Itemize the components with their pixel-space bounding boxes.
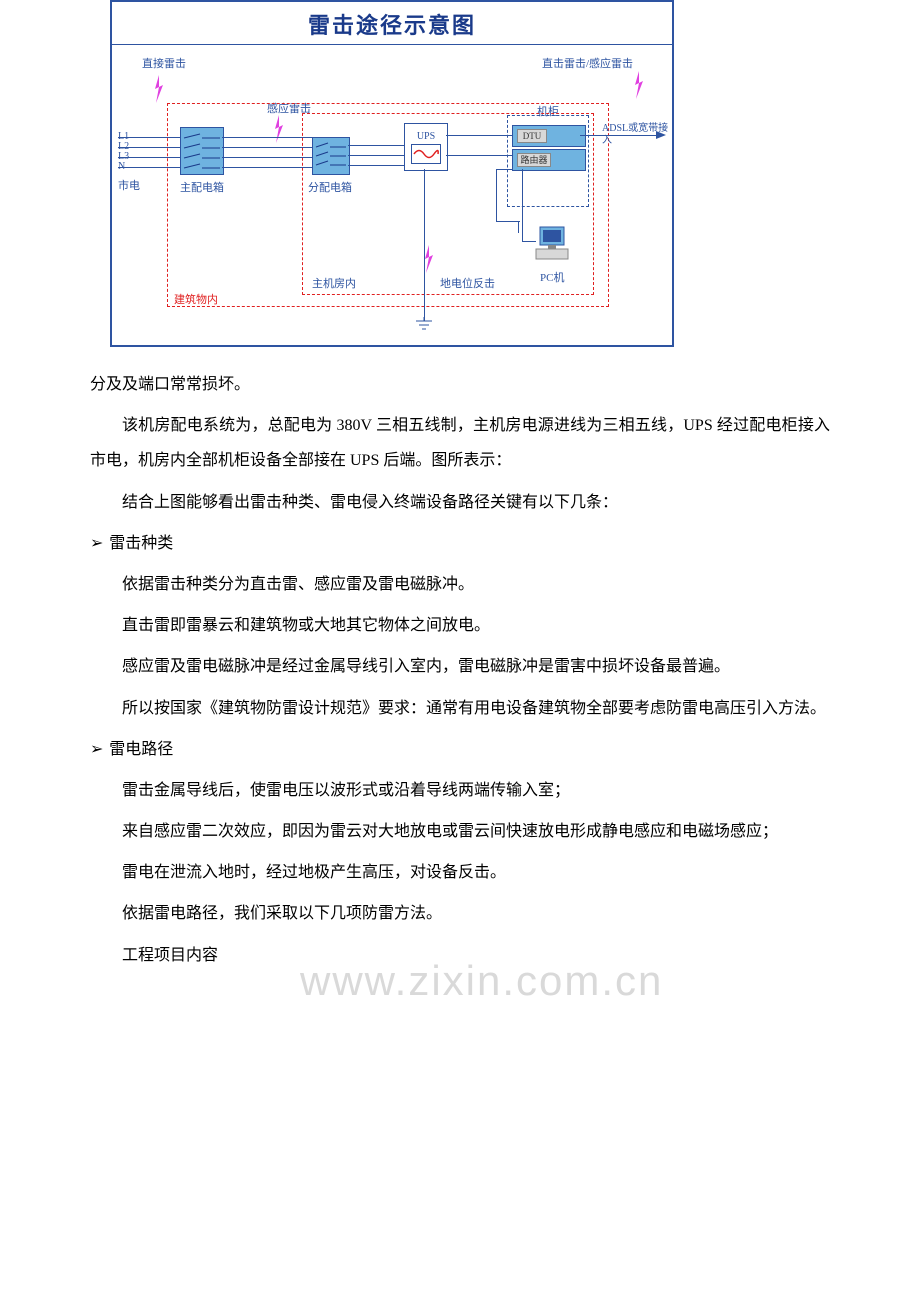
paragraph: 分及及端口常常损坏。: [90, 367, 830, 402]
label-pc: PC机: [540, 269, 564, 285]
diagram-container: 雷击途径示意图 直接雷击 直击雷击/感应雷击 感应雷击 机柜 L: [110, 0, 830, 347]
bullet-item: ➢雷电路径: [90, 732, 830, 767]
wire: [518, 221, 519, 233]
ups-box: UPS: [404, 123, 448, 171]
bullet-item: ➢雷击种类: [90, 526, 830, 561]
label-main-box: 主配电箱: [180, 179, 224, 195]
wire: [446, 135, 512, 136]
label-direct-left: 直接雷击: [142, 55, 186, 71]
wire: [222, 157, 312, 158]
wire: [118, 137, 180, 138]
label-ground-strike: 地电位反击: [440, 275, 495, 291]
wire: [222, 137, 312, 138]
paragraph: 依据雷电路径，我们采取以下几项防雷方法。: [90, 896, 830, 931]
dtu-box: DTU: [512, 125, 586, 147]
label-dist-box: 分配电箱: [308, 179, 352, 195]
document-body: www.zixin.com.cn 分及及端口常常损坏。 该机房配电系统为，总配电…: [90, 367, 830, 973]
label-building: 建筑物内: [174, 291, 218, 307]
paragraph: 直击雷即雷暴云和建筑物或大地其它物体之间放电。: [90, 608, 830, 643]
wire: [522, 241, 536, 242]
wire: [496, 169, 512, 170]
pc-icon: [532, 225, 572, 265]
wire: [118, 157, 180, 158]
paragraph: 来自感应雷二次效应，即因为雷云对大地放电或雷云间快速放电形成静电感应和电磁场感应…: [90, 814, 830, 849]
bullet-text: 雷电路径: [109, 741, 173, 758]
bullet-arrow-icon: ➢: [90, 526, 109, 561]
paragraph: 所以按国家《建筑物防雷设计规范》要求：通常有用电设备建筑物全部要考虑防雷电高压引…: [90, 691, 830, 726]
lightning-path-diagram: 雷击途径示意图 直接雷击 直击雷击/感应雷击 感应雷击 机柜 L: [110, 0, 674, 347]
bullet-text: 雷击种类: [109, 535, 173, 552]
lightning-icon: [152, 75, 166, 103]
wire: [522, 169, 523, 241]
wire: [348, 155, 404, 156]
paragraph: 雷电在泄流入地时，经过地极产生高压，对设备反击。: [90, 855, 830, 890]
wire: [222, 147, 312, 148]
wire: [348, 145, 404, 146]
wire: [446, 155, 512, 156]
wire: [348, 165, 404, 166]
label-direct-right: 直击雷击/感应雷击: [542, 55, 633, 71]
ups-label: UPS: [417, 131, 435, 142]
label-adsl: ADSL或宽带接入: [602, 123, 672, 147]
paragraph: 工程项目内容: [90, 938, 830, 973]
diagram-body: 直接雷击 直击雷击/感应雷击 感应雷击 机柜 L1 L2 L3 N: [112, 45, 672, 345]
lightning-icon: [632, 71, 646, 99]
wire: [496, 169, 497, 221]
main-distribution-box: [180, 127, 224, 175]
paragraph: 依据雷击种类分为直击雷、感应雷及雷电磁脉冲。: [90, 567, 830, 602]
bullet-arrow-icon: ➢: [90, 732, 109, 767]
dtu-label: DTU: [517, 129, 547, 143]
label-mains: 市电: [118, 177, 140, 193]
wire: [118, 147, 180, 148]
paragraph: 结合上图能够看出雷击种类、雷电侵入终端设备路径关键有以下几条：: [90, 485, 830, 520]
label-main-room: 主机房内: [312, 275, 356, 291]
ground-wire: [424, 169, 425, 321]
paragraph: 雷击金属导线后，使雷电压以波形式或沿着导线两端传输入室；: [90, 773, 830, 808]
router-label: 路由器: [517, 153, 551, 167]
wire: [496, 221, 520, 222]
paragraph: 该机房配电系统为，总配电为 380V 三相五线制，主机房电源进线为三相五线，UP…: [90, 408, 830, 478]
paragraph: 感应雷及雷电磁脉冲是经过金属导线引入室内，雷电磁脉冲是雷害中损坏设备最普遍。: [90, 649, 830, 684]
sub-distribution-box: [312, 137, 350, 175]
ground-icon: [414, 317, 434, 331]
router-box: 路由器: [512, 149, 586, 171]
wire: [118, 167, 180, 168]
wire: [222, 167, 312, 168]
diagram-title: 雷击途径示意图: [112, 2, 672, 45]
